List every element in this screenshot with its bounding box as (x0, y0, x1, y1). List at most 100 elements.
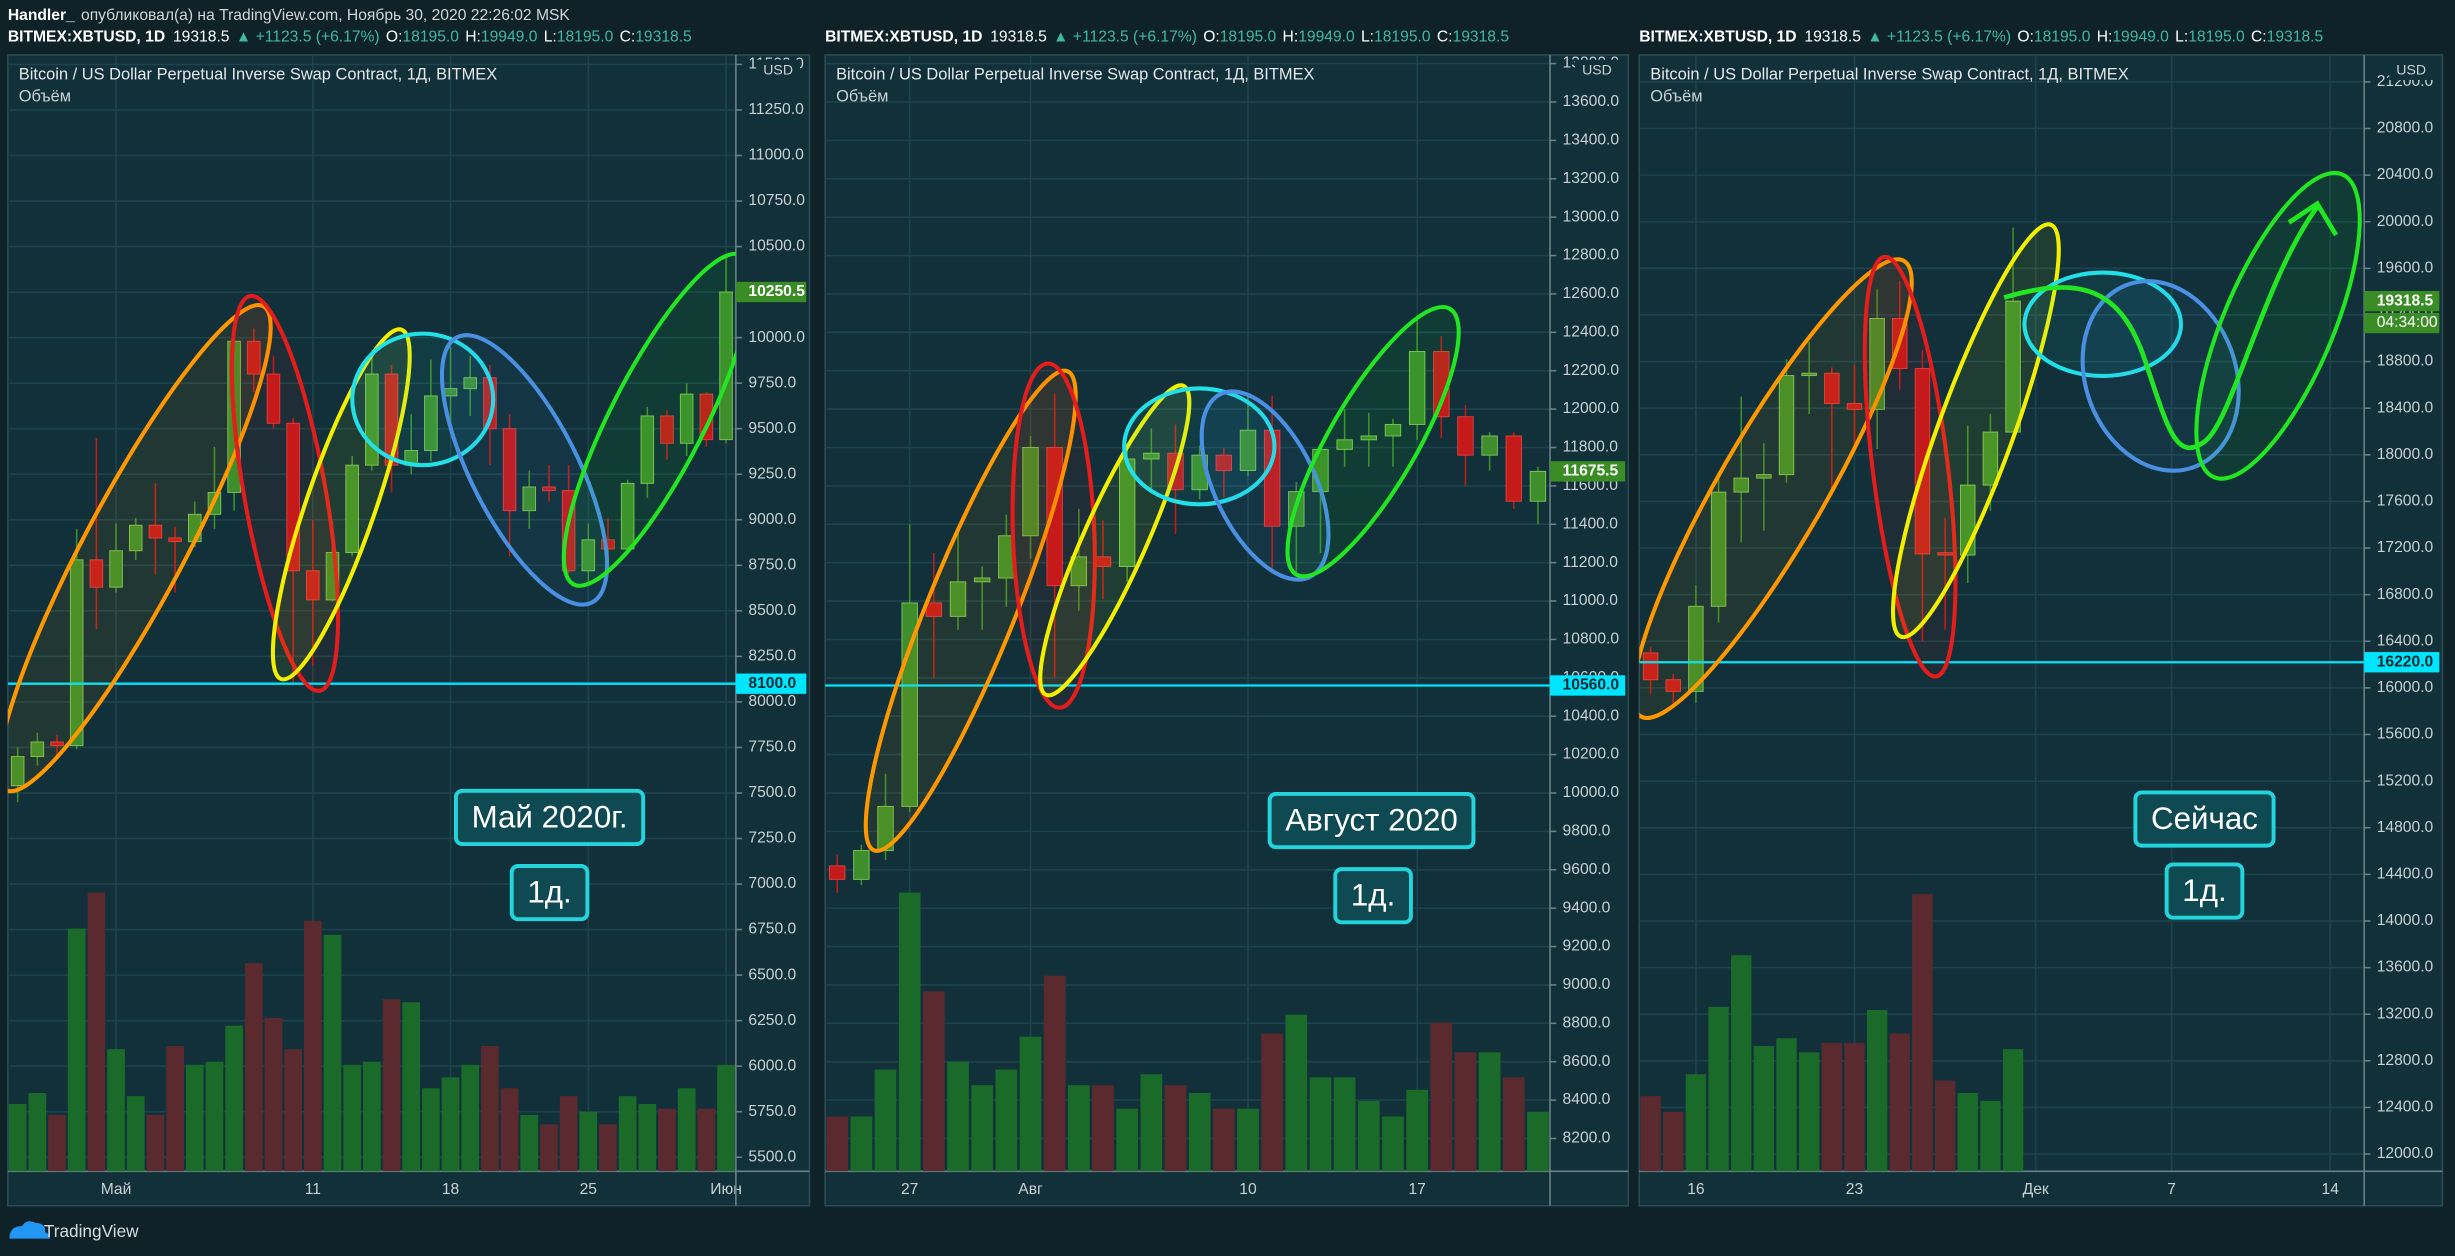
ohlc-value: 18195.0 (1374, 29, 1431, 46)
candle-body (1505, 435, 1522, 502)
chart-title: Bitcoin / US Dollar Perpetual Inverse Sw… (836, 66, 1314, 84)
y-tick-label: 13000.0 (1563, 208, 1620, 225)
volume-bar (1382, 1116, 1404, 1172)
y-tick-label: 11200.0 (1563, 554, 1619, 571)
plot-area (1639, 170, 2365, 1172)
footer-text: TradingView (44, 1221, 139, 1241)
candle-body (1481, 435, 1498, 456)
volume-bar (87, 892, 106, 1172)
y-tick-label: 17600.0 (2377, 493, 2434, 510)
volume-bar (362, 1061, 381, 1172)
drawing-ellipse (229, 293, 341, 693)
y-tick-label: 8750.0 (748, 556, 796, 573)
currency: USD (2396, 61, 2426, 77)
annotation-box (453, 788, 646, 847)
x-tick-label: 27 (901, 1181, 918, 1198)
volume-bar (441, 1077, 460, 1172)
annotation: 1д. (527, 874, 571, 909)
drawing-ellipse (7, 303, 273, 794)
candle-body (1408, 351, 1426, 425)
price-label: 16220.0 (2377, 653, 2434, 670)
volume-bar (1164, 1085, 1187, 1172)
candle-body (542, 486, 556, 492)
candle-body (1937, 552, 1953, 556)
candle-body (1824, 372, 1840, 404)
volume-bar (146, 1114, 165, 1172)
volume-bar (1502, 1077, 1525, 1172)
volume-bar (126, 1096, 145, 1172)
volume-bar (2002, 1049, 2024, 1172)
volume-bar (264, 1017, 283, 1172)
volume-bar (874, 1069, 897, 1172)
x-tick-label: 7 (2167, 1181, 2176, 1198)
y-tick-label: 8000.0 (748, 693, 796, 710)
annotation-box (509, 864, 590, 922)
y-tick-label: 11000.0 (1563, 592, 1619, 609)
volume-bar (1957, 1093, 1978, 1172)
annotation: Август 2020 (1285, 802, 1458, 837)
volume-bar (1844, 1042, 1865, 1172)
ohlc-value: 18195.0 (2034, 29, 2091, 46)
volume-bar (850, 1116, 873, 1172)
candle-body (1733, 477, 1749, 493)
volume-bar (1980, 1100, 2001, 1172)
y-tick-label: 12400.0 (2377, 1099, 2434, 1116)
candle-body (306, 570, 320, 601)
ohlc-key: H: (465, 29, 481, 46)
ohlc-key: L: (2175, 29, 2188, 46)
ohlc-value: 19318.5 (635, 29, 692, 46)
x-tick-label: 25 (580, 1181, 598, 1198)
volume-bar (922, 991, 945, 1172)
price-label-box (2364, 290, 2440, 312)
drawing-ellipse (1639, 257, 1914, 721)
plot-area (7, 251, 736, 1172)
ohlc-value: 18195.0 (402, 29, 459, 46)
volume-bar (1663, 1111, 1684, 1172)
y-tick-label: 8500.0 (748, 602, 796, 619)
chart-panel: 8200.0 8400.0 8600.0 8800.0 9000.0 9200.0 9400… (824, 54, 1630, 1207)
ohlc-key: C: (1437, 29, 1453, 46)
logo (9, 1221, 51, 1239)
volume-bar (1753, 1046, 1775, 1172)
y-tick-label: 17200.0 (2377, 539, 2434, 556)
y-tick-label: 20400.0 (2377, 166, 2434, 183)
volume-bar (1043, 975, 1066, 1172)
volume-bar (1406, 1089, 1429, 1172)
y-tick-label: 18400.0 (2377, 399, 2434, 416)
y-tick-label: 10750.0 (748, 192, 805, 209)
y-tick-label: 9600.0 (1563, 861, 1611, 878)
y-tick-label: 13600.0 (2377, 959, 2434, 976)
volume-bar (1309, 1077, 1332, 1172)
y-tick-label: 6750.0 (748, 921, 796, 938)
candle-body (640, 415, 655, 484)
candle-body (1846, 403, 1863, 410)
volume-bar (343, 1064, 362, 1172)
volume-bar (382, 999, 401, 1172)
volume-bar (422, 1088, 440, 1172)
y-tick-label: 11800.0 (1563, 439, 1619, 456)
price-label-box (735, 673, 807, 694)
candle-body (1215, 454, 1233, 471)
annotation: 1д. (1351, 878, 1395, 913)
candle-body (50, 741, 64, 747)
candle-body (581, 539, 596, 572)
y-tick-label: 20800.0 (2377, 120, 2434, 137)
candle-body (89, 559, 104, 588)
volume-bar (1821, 1042, 1843, 1172)
y-tick-label: 20000.0 (2377, 213, 2434, 230)
volume-bar (1685, 1074, 1707, 1172)
volume-bar (1776, 1038, 1797, 1172)
x-tick-label: Дек (2023, 1181, 2049, 1198)
drawing-ellipse (1285, 304, 1461, 579)
volume-bar (618, 1096, 637, 1172)
volume-bar (1866, 1010, 1888, 1172)
volume-bar (947, 1061, 969, 1172)
volume-bar (284, 1049, 302, 1172)
symbol: BITMEX:XBTUSD, 1D (8, 29, 165, 46)
candle-body (148, 524, 163, 539)
volume-bar (559, 1096, 578, 1172)
y-tick-label: 10800.0 (1563, 631, 1620, 648)
chart-title: Bitcoin / US Dollar Perpetual Inverse Sw… (19, 66, 497, 84)
ohlc-key: C: (2251, 29, 2267, 46)
